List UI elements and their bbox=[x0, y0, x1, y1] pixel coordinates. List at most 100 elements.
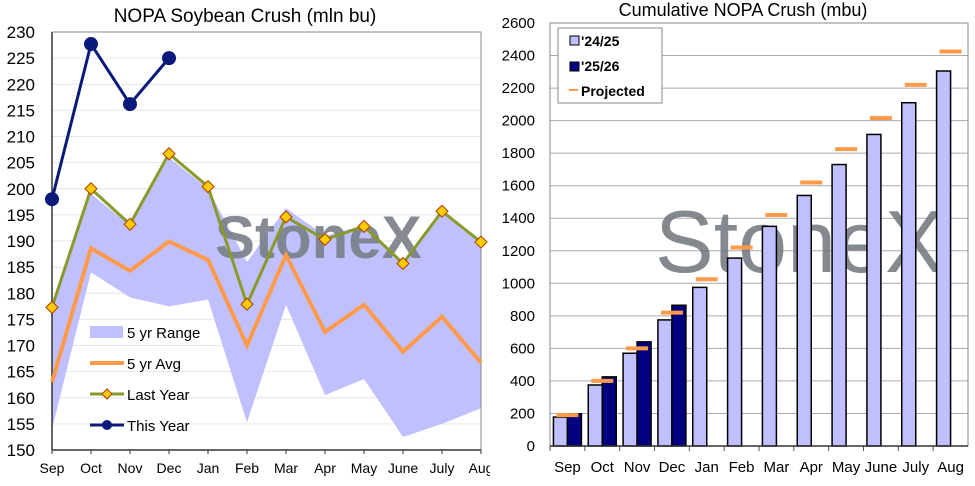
this-year-point bbox=[84, 37, 98, 52]
last-year-point bbox=[162, 147, 176, 161]
x-tick-label: July bbox=[902, 459, 929, 476]
this-year-point bbox=[123, 97, 137, 112]
avg-line bbox=[50, 239, 483, 383]
y-tick-label: 165 bbox=[7, 363, 35, 382]
bar-24-25 bbox=[935, 70, 952, 447]
y-tick-label: 185 bbox=[7, 258, 35, 277]
bar-25-26 bbox=[601, 376, 617, 447]
y-tick-label: 0 bbox=[527, 438, 535, 455]
bar-25-26 bbox=[566, 413, 583, 447]
legend-label: '24/25 bbox=[581, 33, 620, 49]
y-tick-label: 2400 bbox=[502, 48, 535, 65]
bar-24-25 bbox=[726, 257, 743, 447]
x-tick-label: June bbox=[388, 460, 419, 476]
legend-swatch-24-25 bbox=[569, 35, 580, 46]
y-tick-label: 190 bbox=[7, 232, 35, 251]
y-tick-label: 1000 bbox=[502, 275, 535, 292]
y-tick-label: 200 bbox=[510, 405, 535, 422]
x-tick-label: Oct bbox=[591, 459, 615, 476]
x-tick-label: Dec bbox=[659, 459, 686, 476]
y-tick-label: 170 bbox=[7, 337, 35, 356]
bar-24-25 bbox=[552, 416, 569, 447]
bar-24-25 bbox=[587, 384, 603, 447]
x-tick-label: May bbox=[351, 460, 377, 476]
y-tick-label: 800 bbox=[510, 308, 535, 325]
last-year-point bbox=[240, 297, 254, 311]
bar-24-25 bbox=[866, 133, 882, 447]
bar-24-25 bbox=[692, 286, 708, 447]
legend-marker bbox=[102, 420, 112, 430]
legend-label: This Year bbox=[127, 418, 190, 435]
legend-swatch-range bbox=[90, 326, 123, 338]
last-year-point bbox=[201, 179, 215, 194]
x-tick-label: Dec bbox=[157, 460, 182, 476]
x-tick-label: June bbox=[865, 459, 898, 476]
x-tick-label: Apr bbox=[800, 459, 823, 476]
legend-swatch-25-26 bbox=[569, 61, 580, 72]
right-chart: Cumulative NOPA Crush (mbu) 0 200 400 600 800… bbox=[502, 0, 969, 476]
x-tick-label: Oct bbox=[80, 460, 102, 476]
y-tick-label: 150 bbox=[7, 441, 35, 460]
x-tick-label: Jan bbox=[197, 460, 220, 476]
y-tick-label: 200 bbox=[7, 180, 35, 199]
x-tick-label: Sep bbox=[554, 459, 581, 476]
x-tick-label: Mar bbox=[274, 460, 298, 476]
y-tick-label: 215 bbox=[7, 101, 35, 120]
last-year-line bbox=[50, 151, 482, 309]
legend-marker bbox=[101, 388, 113, 400]
y-tick-label: 210 bbox=[7, 128, 35, 147]
y-tick-label: 220 bbox=[7, 75, 35, 94]
y-tick-label: 1800 bbox=[502, 145, 535, 162]
this-year-point bbox=[162, 51, 176, 66]
last-year-point bbox=[84, 182, 98, 196]
x-tick-label: Feb bbox=[729, 459, 755, 476]
x-tick-label: Aug bbox=[469, 460, 490, 476]
y-tick-label: 2000 bbox=[502, 113, 535, 130]
chart-title: Cumulative NOPA Crush (mbu) bbox=[619, 0, 868, 20]
y-tick-label: 600 bbox=[510, 340, 535, 357]
y-tick-label: 400 bbox=[510, 373, 535, 390]
x-tick-label: Mar bbox=[763, 459, 789, 476]
y-tick-label: 1600 bbox=[502, 178, 535, 195]
x-tick-label: Nov bbox=[624, 459, 651, 476]
last-year-point bbox=[45, 300, 59, 315]
last-year-point bbox=[123, 217, 137, 231]
y-tick-label: 160 bbox=[7, 389, 35, 408]
this-year-point bbox=[45, 192, 59, 207]
x-tick-label: Jan bbox=[695, 459, 719, 476]
bar-24-25 bbox=[831, 163, 847, 447]
y-tick-label: 180 bbox=[7, 284, 35, 303]
x-tick-label: Feb bbox=[235, 460, 259, 476]
legend-label: '25/26 bbox=[581, 58, 620, 74]
last-year-point bbox=[279, 210, 293, 224]
y-tick-label: 205 bbox=[7, 154, 35, 173]
y-tick-label: 2200 bbox=[502, 80, 535, 97]
legend-label: Last Year bbox=[127, 387, 190, 404]
x-tick-label: Nov bbox=[118, 460, 143, 476]
bar-24-25 bbox=[657, 319, 673, 447]
x-tick-label: Sep bbox=[40, 460, 65, 476]
y-tick-label: 225 bbox=[7, 49, 35, 68]
bar-25-26 bbox=[636, 341, 652, 447]
legend-label: 5 yr Range bbox=[127, 325, 200, 342]
x-tick-label: May bbox=[832, 459, 861, 476]
y-tick-label: 195 bbox=[7, 206, 35, 225]
watermark: StoneX bbox=[215, 204, 422, 271]
y-tick-label: 1200 bbox=[502, 243, 535, 260]
bar-24-25 bbox=[622, 352, 638, 447]
bar-24-25 bbox=[796, 194, 812, 447]
bar-24-25 bbox=[761, 225, 778, 447]
y-tick-label: 2600 bbox=[502, 15, 535, 32]
this-year-line bbox=[50, 40, 171, 200]
y-tick-label: 230 bbox=[7, 23, 35, 42]
y-tick-label: 1400 bbox=[502, 210, 535, 227]
last-year-point bbox=[357, 219, 371, 234]
bar-24-25 bbox=[901, 101, 917, 447]
last-year-point bbox=[318, 232, 332, 247]
legend-label: 5 yr Avg bbox=[127, 356, 181, 373]
y-tick-label: 175 bbox=[7, 310, 35, 329]
legend-label: Projected bbox=[581, 83, 645, 99]
left-chart: NOPA Soybean Crush (mln bu) 150 155 160 165 1… bbox=[7, 6, 490, 476]
bar-25-26 bbox=[671, 304, 687, 447]
x-tick-label: Apr bbox=[314, 460, 336, 476]
